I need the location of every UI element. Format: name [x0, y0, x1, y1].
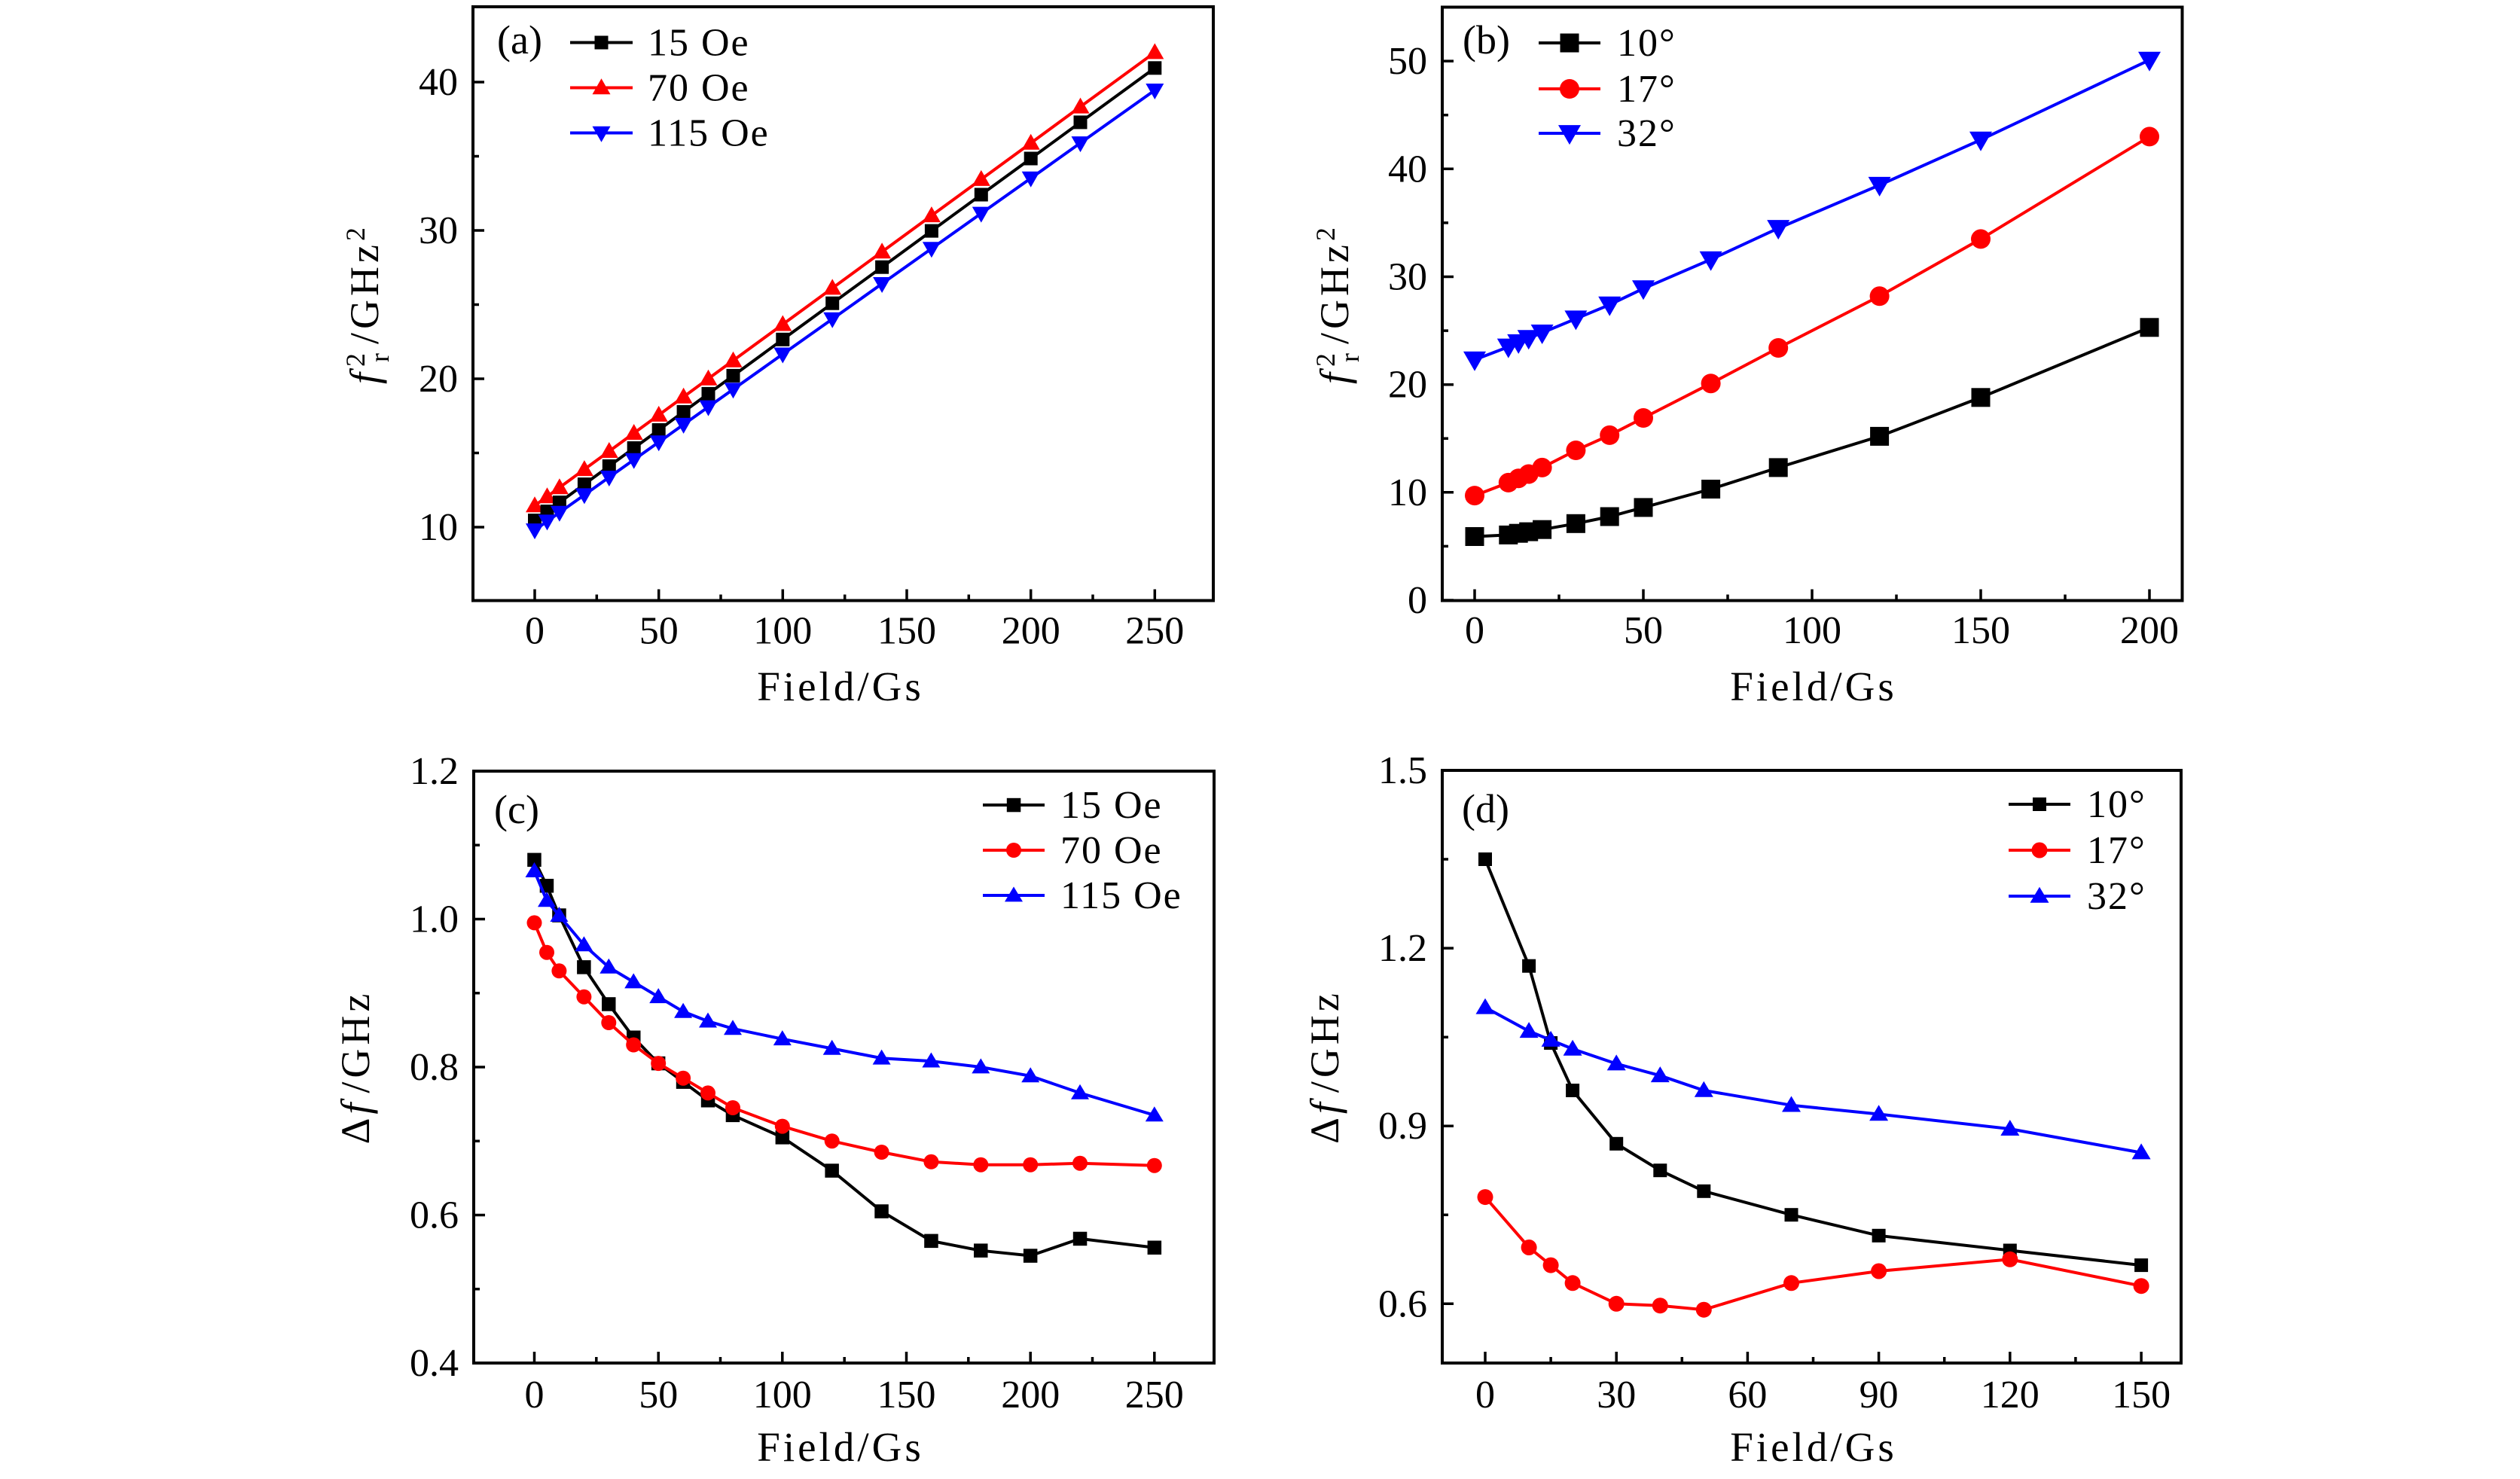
svg-text:10: 10	[1388, 471, 1427, 514]
svg-text:17°: 17°	[2087, 829, 2146, 872]
svg-text:50: 50	[639, 1374, 678, 1416]
svg-text:200: 200	[1002, 610, 1060, 653]
svg-text:f2r/GHz2: f2r/GHz2	[1310, 224, 1365, 384]
svg-text:f2r/GHz2: f2r/GHz2	[340, 224, 395, 384]
svg-text:70 Oe: 70 Oe	[648, 67, 750, 110]
svg-text:(d): (d)	[1462, 786, 1509, 831]
svg-text:1.5: 1.5	[1378, 749, 1427, 792]
svg-text:90: 90	[1859, 1374, 1899, 1416]
svg-text:115 Oe: 115 Oe	[648, 112, 770, 155]
svg-text:120: 120	[1981, 1374, 2039, 1416]
svg-text:Field/Gs: Field/Gs	[1730, 1424, 1896, 1470]
svg-text:10°: 10°	[1617, 22, 1676, 65]
svg-text:Δf/GHz: Δf/GHz	[1302, 990, 1347, 1144]
svg-text:40: 40	[1388, 148, 1427, 191]
svg-text:(a): (a)	[497, 17, 542, 63]
svg-text:0.8: 0.8	[410, 1046, 459, 1089]
svg-text:50: 50	[1624, 609, 1663, 652]
svg-text:100: 100	[753, 610, 812, 653]
svg-text:100: 100	[1783, 609, 1841, 652]
svg-text:17°: 17°	[1617, 68, 1676, 111]
svg-text:150: 150	[877, 610, 936, 653]
svg-text:200: 200	[1001, 1374, 1060, 1416]
svg-text:Field/Gs: Field/Gs	[1730, 663, 1896, 709]
svg-text:1.2: 1.2	[1378, 927, 1427, 970]
svg-text:150: 150	[877, 1374, 936, 1416]
svg-text:1.0: 1.0	[410, 898, 459, 941]
svg-text:60: 60	[1728, 1374, 1767, 1416]
svg-text:0: 0	[1465, 609, 1484, 652]
svg-text:Field/Gs: Field/Gs	[757, 663, 923, 709]
svg-text:250: 250	[1125, 610, 1184, 653]
svg-text:115 Oe: 115 Oe	[1060, 874, 1182, 917]
svg-text:10: 10	[419, 506, 458, 549]
svg-text:250: 250	[1125, 1374, 1184, 1416]
svg-text:(b): (b)	[1463, 17, 1510, 63]
svg-text:32°: 32°	[1617, 112, 1676, 155]
svg-text:70 Oe: 70 Oe	[1060, 829, 1163, 872]
svg-text:0: 0	[1408, 579, 1427, 622]
svg-text:200: 200	[2120, 609, 2179, 652]
svg-text:50: 50	[1388, 40, 1427, 83]
svg-text:15 Oe: 15 Oe	[1060, 784, 1163, 827]
svg-text:0: 0	[1475, 1374, 1495, 1416]
svg-text:(c): (c)	[494, 787, 539, 832]
svg-text:30: 30	[419, 209, 458, 252]
svg-text:40: 40	[419, 61, 458, 104]
svg-text:0.6: 0.6	[1378, 1282, 1427, 1325]
svg-text:0.4: 0.4	[410, 1342, 459, 1385]
svg-text:Field/Gs: Field/Gs	[757, 1424, 923, 1470]
svg-text:30: 30	[1388, 256, 1427, 299]
svg-text:0: 0	[525, 610, 545, 653]
svg-text:150: 150	[2112, 1374, 2171, 1416]
svg-text:0.6: 0.6	[410, 1194, 459, 1237]
svg-text:32°: 32°	[2087, 875, 2146, 918]
svg-text:1.2: 1.2	[410, 750, 459, 793]
svg-text:100: 100	[753, 1374, 812, 1416]
svg-text:30: 30	[1597, 1374, 1636, 1416]
svg-text:0.9: 0.9	[1378, 1105, 1427, 1148]
svg-text:20: 20	[1388, 364, 1427, 407]
svg-text:0: 0	[525, 1374, 545, 1416]
svg-text:Δf/GHz: Δf/GHz	[333, 990, 378, 1145]
svg-text:10°: 10°	[2087, 783, 2146, 826]
svg-text:15 Oe: 15 Oe	[648, 22, 750, 65]
svg-text:50: 50	[639, 610, 679, 653]
svg-text:20: 20	[419, 358, 458, 401]
svg-text:150: 150	[1951, 609, 2010, 652]
